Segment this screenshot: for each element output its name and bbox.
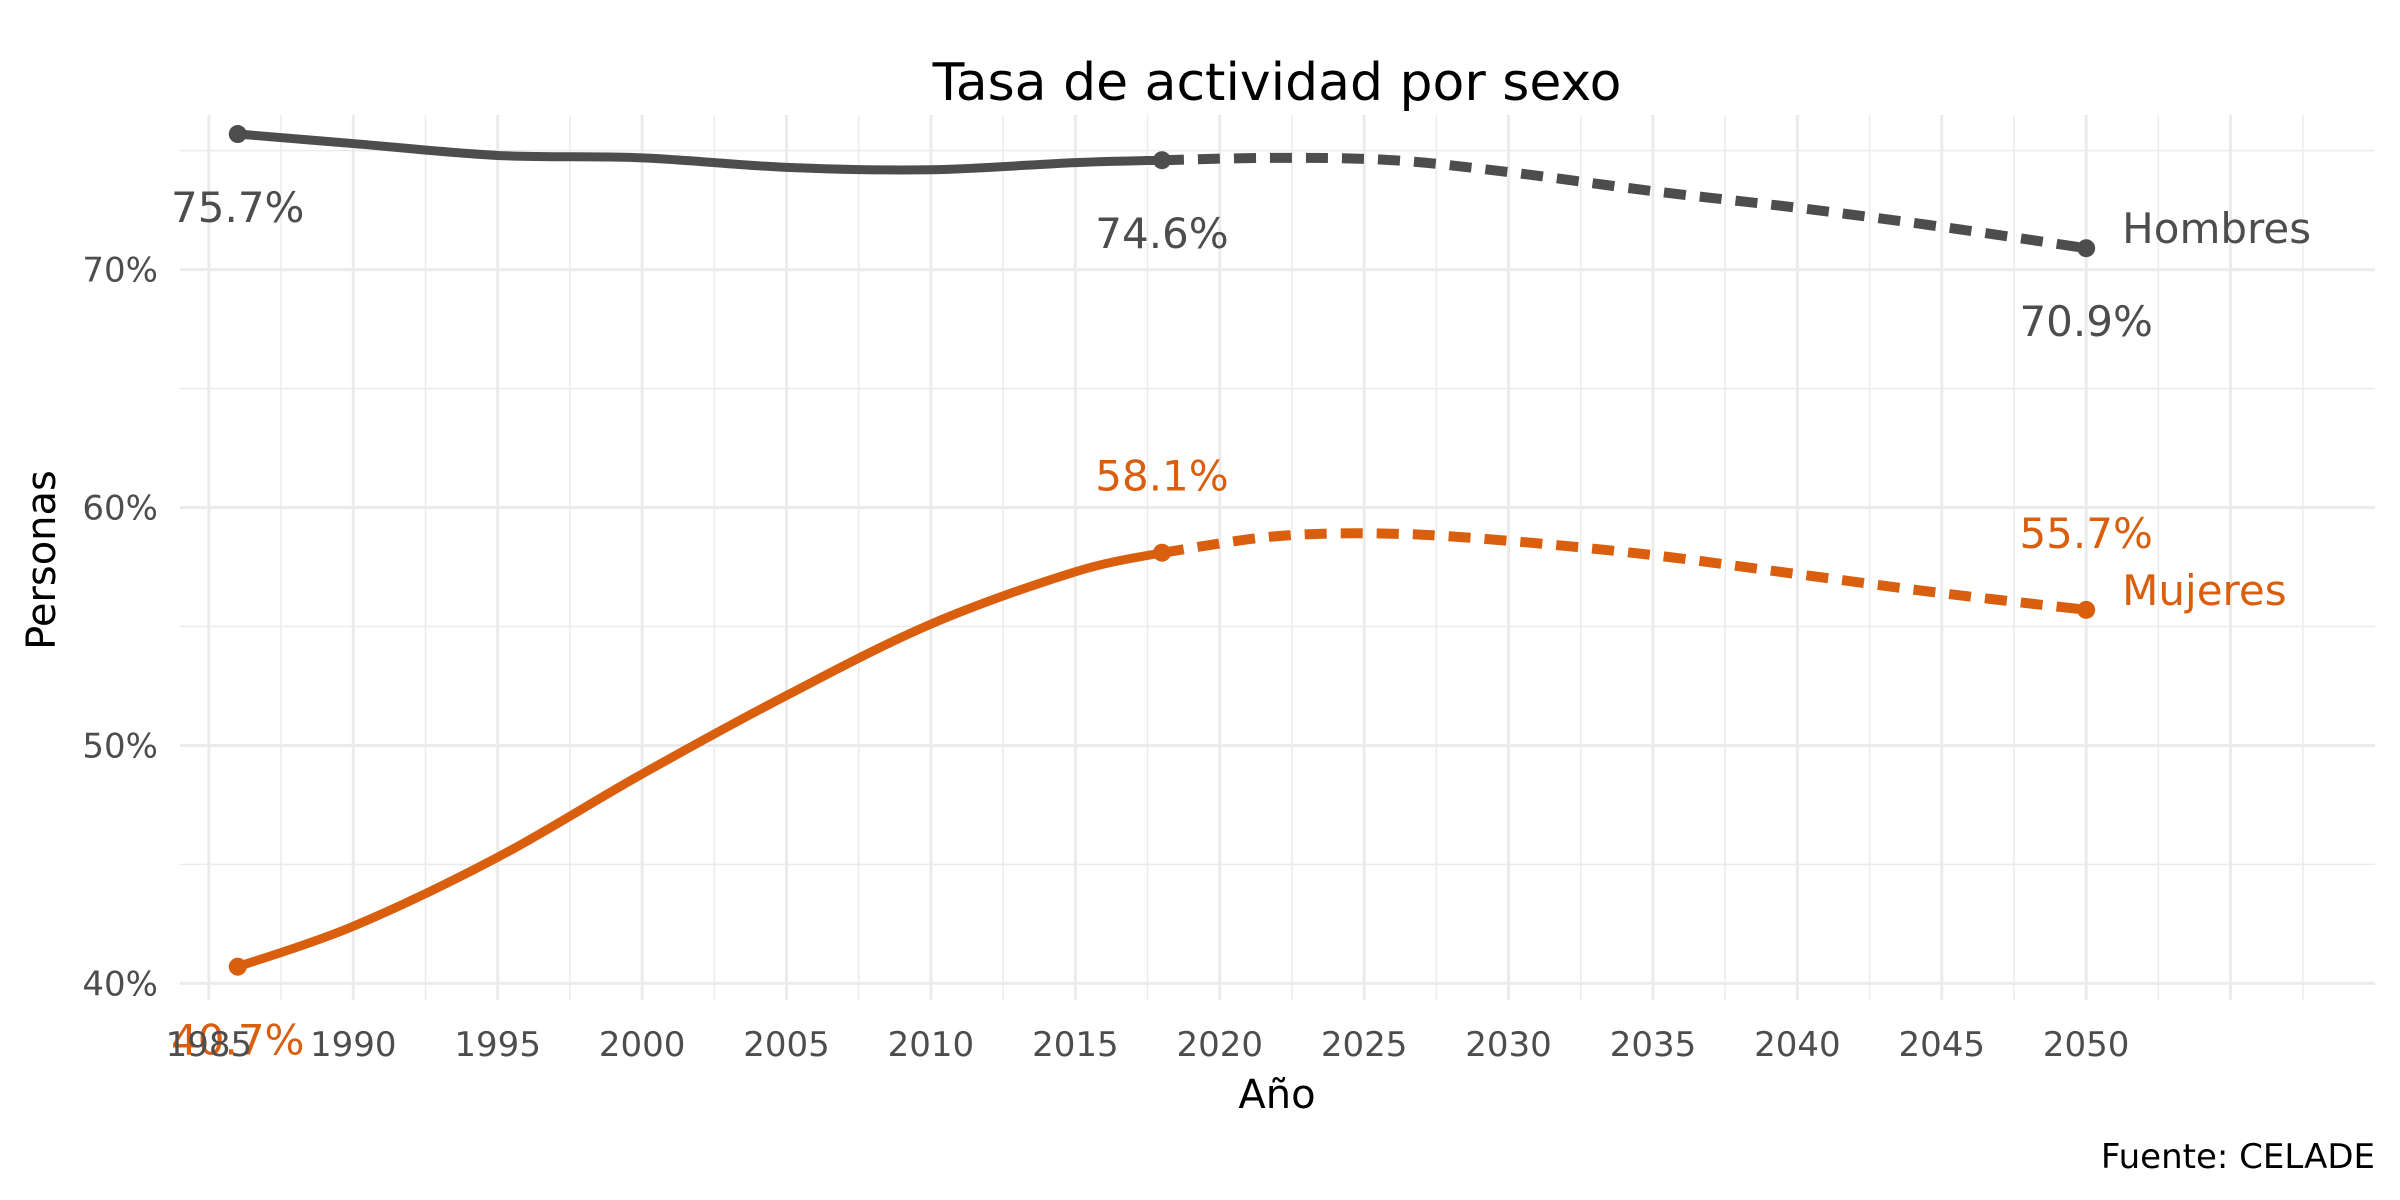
series-name-label-mujeres: Mujeres — [2122, 566, 2286, 615]
data-label-hombres: 70.9% — [2019, 297, 2152, 346]
x-tick-label: 2005 — [743, 1025, 830, 1065]
data-label-hombres: 75.7% — [171, 183, 304, 232]
series-line-hombres-projected — [1161, 152, 2087, 254]
series-line-mujeres-observed — [233, 548, 1167, 972]
data-label-hombres: 74.6% — [1095, 209, 1228, 258]
series-line-mujeres-projected — [1161, 528, 2087, 615]
x-tick-label: 2025 — [1321, 1025, 1408, 1065]
y-tick-label: 60% — [82, 489, 158, 529]
source-caption: Fuente: CELADE — [2101, 1137, 2375, 1177]
data-label-mujeres: 40.7% — [171, 1016, 304, 1065]
x-tick-label: 2015 — [1032, 1025, 1119, 1065]
y-tick-label: 40% — [82, 964, 158, 1004]
data-label-mujeres: 55.7% — [2019, 509, 2152, 558]
x-tick-label: 2040 — [1754, 1025, 1841, 1065]
y-axis-title: Personas — [19, 470, 65, 650]
data-labels: 75.7% 74.6% 70.9% Hombres 40.7% 58.1% 55.7% Muj… — [171, 183, 2311, 1065]
y-tick-label: 50% — [82, 726, 158, 766]
data-point-mujeres — [2077, 600, 2096, 619]
data-point-hombres — [228, 125, 247, 144]
data-point-mujeres — [1152, 543, 1171, 562]
x-axis-title: Año — [1238, 1072, 1315, 1118]
series-name-label-hombres: Hombres — [2122, 204, 2311, 253]
x-tick-label: 1995 — [454, 1025, 541, 1065]
data-label-mujeres: 58.1% — [1095, 452, 1228, 501]
x-tick-label: 1990 — [310, 1025, 397, 1065]
x-tick-label: 2020 — [1176, 1025, 1263, 1065]
x-tick-label: 1985 — [166, 1025, 253, 1065]
series-line-hombres-observed — [233, 129, 1167, 175]
series-layer — [228, 125, 2096, 976]
y-tick-label: 70% — [82, 251, 158, 291]
x-axis-ticks: 1985 1990 1995 2000 2005 2010 2015 2020 2025 2030… — [166, 1025, 2130, 1065]
x-tick-label: 2030 — [1465, 1025, 1552, 1065]
grid — [180, 115, 2375, 1000]
chart-title: Tasa de actividad por sexo — [932, 53, 1622, 113]
x-tick-label: 2000 — [599, 1025, 686, 1065]
x-tick-label: 2035 — [1610, 1025, 1697, 1065]
y-axis-ticks: 40% 50% 60% 70% — [82, 251, 158, 1005]
data-point-mujeres — [228, 957, 247, 976]
data-point-hombres — [2077, 239, 2096, 258]
data-point-hombres — [1152, 151, 1171, 170]
x-tick-label: 2010 — [888, 1025, 975, 1065]
x-tick-label: 2050 — [2043, 1025, 2130, 1065]
x-tick-label: 2045 — [1899, 1025, 1986, 1065]
